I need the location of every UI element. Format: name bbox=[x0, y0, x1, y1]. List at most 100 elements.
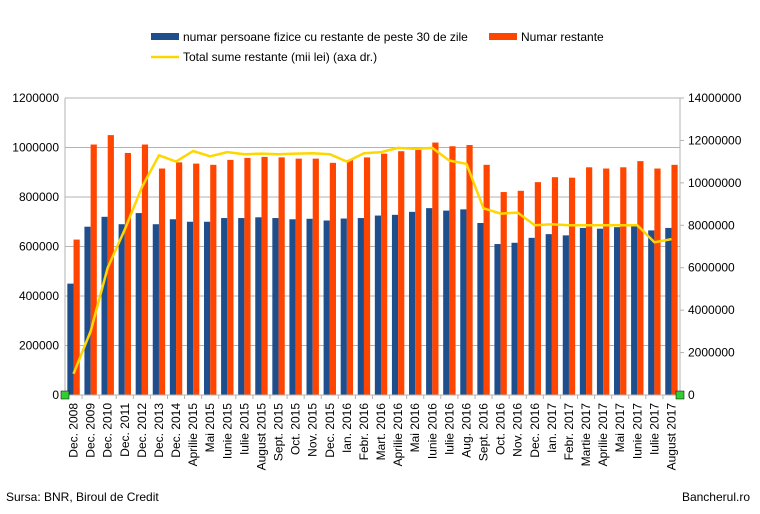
y-tick-label: 200000 bbox=[19, 339, 59, 353]
x-tick-label: Dec. 2009 bbox=[84, 403, 98, 458]
x-tick-label: Oct. 2015 bbox=[289, 403, 303, 455]
x-tick-label: Sept. 2015 bbox=[272, 403, 286, 461]
bar-persoane bbox=[255, 217, 262, 395]
x-tick-label: Mai 2016 bbox=[408, 403, 422, 453]
bar-restante bbox=[517, 190, 524, 395]
y-tick-label: 1200000 bbox=[12, 91, 59, 105]
bar-persoane bbox=[545, 234, 552, 395]
bar-restante bbox=[415, 149, 422, 395]
bar-restante bbox=[295, 158, 302, 395]
x-tick-label: Dec. 2010 bbox=[101, 403, 115, 458]
x-tick-label: Mai 2015 bbox=[203, 403, 217, 453]
bar-restante bbox=[107, 135, 114, 395]
x-tick-label: Nov. 2015 bbox=[306, 403, 320, 457]
x-tick-label: Iulie 2015 bbox=[237, 403, 251, 455]
y-tick-label: 1000000 bbox=[12, 141, 59, 155]
bar-persoane bbox=[614, 227, 621, 395]
bar-restante bbox=[73, 239, 80, 395]
y2-tick-label: 8000000 bbox=[688, 218, 735, 232]
bar-persoane bbox=[631, 225, 638, 395]
bar-persoane bbox=[221, 218, 228, 395]
bar-restante bbox=[244, 157, 251, 395]
source-note: Sursa: BNR, Biroul de Credit bbox=[6, 490, 159, 504]
x-tick-label: Aprilie 2017 bbox=[596, 403, 610, 467]
bar-restante bbox=[432, 142, 439, 395]
bar-restante bbox=[90, 144, 97, 395]
bar-persoane bbox=[323, 220, 330, 395]
y2-tick-label: 4000000 bbox=[688, 303, 735, 317]
y-tick-label: 800000 bbox=[19, 190, 59, 204]
legend-label-persoane: numar persoane fizice cu restante de pes… bbox=[183, 30, 468, 44]
axis-marker bbox=[60, 390, 70, 400]
bar-persoane bbox=[443, 210, 450, 395]
x-tick-label: Iunie 2016 bbox=[425, 403, 439, 459]
bar-persoane bbox=[357, 218, 364, 395]
y2-tick-label: 10000000 bbox=[688, 176, 742, 190]
y-tick-label: 0 bbox=[52, 388, 59, 402]
x-tick-label: Aprilie 2016 bbox=[391, 403, 405, 467]
bar-persoane bbox=[340, 218, 347, 395]
x-tick-label: August 2017 bbox=[664, 403, 678, 471]
bar-restante bbox=[346, 159, 354, 395]
bar-persoane bbox=[460, 209, 467, 395]
bar-restante bbox=[329, 162, 336, 395]
x-tick-label: Mart. 2016 bbox=[374, 403, 388, 461]
y2-tick-label: 2000000 bbox=[688, 346, 735, 360]
bar-restante bbox=[141, 144, 149, 395]
x-tick-label: Ian. 2017 bbox=[545, 403, 559, 453]
bar-restante bbox=[363, 157, 371, 395]
bar-restante bbox=[210, 164, 217, 395]
bar-restante bbox=[603, 168, 610, 395]
bar-restante bbox=[551, 177, 559, 395]
bar-persoane bbox=[426, 208, 433, 395]
x-tick-label: Iulie 2016 bbox=[442, 403, 456, 455]
x-tick-label: Dec. 2008 bbox=[67, 403, 81, 458]
bar-persoane bbox=[409, 211, 416, 395]
bar-persoane bbox=[135, 213, 142, 395]
bar-persoane bbox=[101, 216, 108, 395]
x-tick-label: Dec. 2013 bbox=[152, 403, 166, 458]
bar-restante bbox=[124, 152, 131, 395]
bar-restante bbox=[500, 192, 507, 395]
x-tick-label: Febr. 2016 bbox=[357, 403, 371, 461]
bar-persoane bbox=[477, 222, 484, 395]
x-tick-label: Nov. 2016 bbox=[511, 403, 525, 457]
bar-restante bbox=[620, 167, 627, 395]
site-credit: Bancherul.ro bbox=[681, 490, 750, 504]
x-tick-label: Aug. 2016 bbox=[459, 403, 473, 458]
bar-persoane bbox=[272, 218, 279, 395]
bar-persoane bbox=[494, 244, 501, 395]
bar-restante bbox=[158, 168, 166, 395]
bar-persoane bbox=[84, 226, 91, 395]
bar-restante bbox=[637, 161, 644, 395]
x-tick-label: Sept. 2016 bbox=[477, 403, 491, 461]
bar-persoane bbox=[204, 221, 211, 395]
x-tick-label: Febr. 2017 bbox=[562, 403, 576, 461]
x-tick-label: Dec. 2012 bbox=[135, 403, 149, 458]
bar-persoane bbox=[596, 228, 604, 395]
y2-tick-label: 12000000 bbox=[688, 133, 742, 147]
legend-label-restante: Numar restante bbox=[521, 30, 604, 44]
bar-restante bbox=[568, 177, 576, 395]
bar-restante bbox=[381, 153, 388, 395]
bar-restante bbox=[449, 146, 456, 395]
x-tick-label: August 2015 bbox=[254, 403, 268, 471]
bar-restante bbox=[227, 159, 234, 395]
x-tick-label: Dec. 2014 bbox=[169, 403, 183, 458]
bar-restante bbox=[534, 182, 541, 395]
bar-persoane bbox=[238, 218, 245, 395]
bar-persoane bbox=[152, 224, 159, 395]
bar-restante bbox=[312, 158, 319, 395]
bar-restante bbox=[466, 145, 473, 395]
bar-persoane bbox=[289, 219, 296, 395]
bar-persoane bbox=[306, 218, 313, 395]
bar-persoane bbox=[391, 214, 399, 395]
line-total-sume bbox=[72, 146, 672, 375]
bar-restante bbox=[671, 164, 678, 395]
y2-tick-label: 6000000 bbox=[688, 261, 735, 275]
bar-restante bbox=[654, 168, 661, 395]
axis-marker bbox=[675, 390, 685, 400]
x-tick-label: Iunie 2015 bbox=[220, 403, 234, 459]
